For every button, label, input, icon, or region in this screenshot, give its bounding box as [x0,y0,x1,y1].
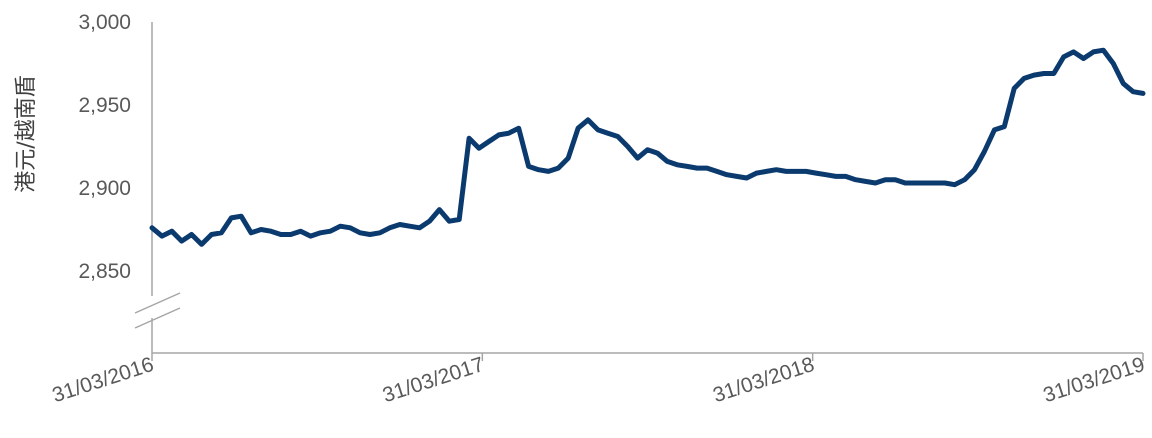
x-tick-label: 31/03/2019 [1040,353,1147,407]
x-tick-label: 31/03/2018 [710,353,817,407]
y-tick-label: 2,950 [78,94,131,117]
x-tick-label: 31/03/2016 [49,353,156,407]
x-tick-labels: 31/03/2016 31/03/2017 31/03/2018 31/03/2019 [49,353,1147,407]
y-tick-label: 2,850 [78,260,131,283]
y-axis [134,22,181,353]
series-group [149,47,1146,247]
y-tick-labels: 3,000 2,950 2,900 2,850 [78,11,131,283]
y-tick-label: 3,000 [78,11,131,34]
y-tick-label: 2,900 [78,177,131,200]
x-tick-label: 31/03/2017 [380,353,487,407]
y-axis-title: 港元/越南盾 [14,75,39,192]
series-line [149,47,1146,247]
axis-break-icon [134,292,181,329]
